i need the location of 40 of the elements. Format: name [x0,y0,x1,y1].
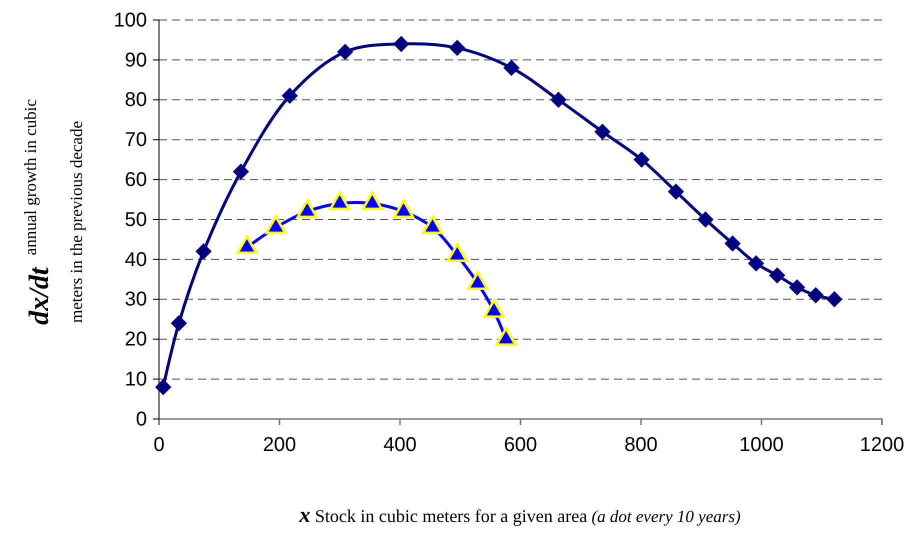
point [634,152,650,168]
point [748,255,764,272]
point [594,124,610,140]
text: (a dot every 10 years) [587,507,741,526]
point [724,236,740,252]
point [504,60,520,76]
y-tick-label: 100 [114,9,147,32]
x-tick-label: 0 [153,434,165,456]
x-tick-label: 1000 [739,434,784,456]
point [233,164,249,180]
point [449,40,466,56]
y-tick-label: 70 [124,129,147,152]
point [337,44,354,60]
y-tick-label: 30 [124,288,147,311]
x-tick-label: 1200 [860,434,904,456]
y-tick-label: 10 [124,368,147,390]
point [789,279,805,296]
point [826,291,842,308]
y-tick-label: 0 [136,408,147,430]
point [808,287,824,304]
x-axis-title: x Stock in cubic meters for a given area [298,502,588,527]
point [282,88,298,104]
x-tick-label: 200 [262,434,296,456]
x-tick-label: 600 [504,434,538,456]
y-tick-label: 50 [124,208,147,231]
point [393,36,410,52]
x-tick-label: 800 [624,434,658,456]
point [550,92,566,108]
point [196,244,212,260]
x-tick-label: 400 [383,434,417,456]
y-tick-label: 20 [124,328,147,351]
point [155,379,172,395]
point [698,212,714,228]
y-tick-label: 80 [124,89,147,112]
point [769,267,786,284]
y-tick-label: 90 [124,49,147,72]
point [170,315,187,332]
y-tick-label: 60 [124,169,147,191]
y-tick-label: 40 [124,248,147,271]
point [668,184,684,200]
